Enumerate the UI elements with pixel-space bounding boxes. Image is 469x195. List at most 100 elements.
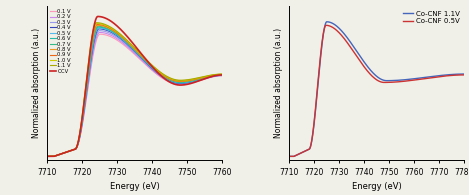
- 0.3 V: [219, 74, 225, 77]
- 0.7 V: [95, 25, 101, 27]
- 1.0 V: [44, 155, 50, 158]
- 0.9 V: [161, 74, 167, 77]
- 1.1 V: [89, 35, 95, 37]
- Line: 0.9 V: 0.9 V: [47, 24, 222, 156]
- 0.3 V: [124, 43, 129, 46]
- Line: 1.1 V: 1.1 V: [47, 23, 222, 156]
- Co-CNF 1.1V: [418, 77, 424, 79]
- 1.0 V: [148, 63, 153, 65]
- 0.6 V: [44, 155, 50, 158]
- 0.5 V: [96, 27, 101, 29]
- 1.1 V: [219, 73, 225, 75]
- 0.4 V: [219, 74, 225, 76]
- 0.8 V: [148, 64, 153, 66]
- 0.6 V: [176, 81, 182, 84]
- Line: 0.7 V: 0.7 V: [47, 26, 222, 156]
- 1.0 V: [176, 80, 182, 82]
- 0.8 V: [219, 73, 225, 76]
- 1.0 V: [161, 74, 167, 76]
- 0.6 V: [124, 41, 129, 44]
- 0.1 V: [89, 60, 95, 63]
- 0.4 V: [148, 66, 153, 68]
- 1.0 V: [89, 38, 95, 40]
- OCV: [75, 142, 81, 144]
- 1.0 V: [124, 39, 129, 41]
- 0.5 V: [89, 49, 95, 52]
- 0.9 V: [124, 40, 129, 42]
- 0.5 V: [44, 155, 50, 158]
- 1.0 V: [75, 142, 81, 144]
- Co-CNF 1.1V: [403, 78, 409, 81]
- OCV: [161, 77, 167, 80]
- Line: 1.0 V: 1.0 V: [47, 24, 222, 156]
- 0.1 V: [148, 68, 153, 70]
- 0.5 V: [124, 42, 129, 44]
- 0.1 V: [219, 75, 225, 77]
- 0.6 V: [148, 65, 153, 67]
- 0.2 V: [89, 58, 95, 60]
- 1.1 V: [75, 141, 81, 144]
- Line: 0.1 V: 0.1 V: [47, 34, 222, 156]
- Co-CNF 0.5V: [366, 71, 371, 74]
- Line: 0.2 V: 0.2 V: [47, 32, 222, 156]
- 0.4 V: [96, 28, 102, 30]
- Legend: Co-CNF 1.1V, Co-CNF 0.5V: Co-CNF 1.1V, Co-CNF 0.5V: [401, 9, 461, 26]
- Line: 0.5 V: 0.5 V: [47, 28, 222, 156]
- X-axis label: Energy (eV): Energy (eV): [110, 182, 159, 191]
- 0.2 V: [148, 67, 153, 70]
- 0.2 V: [176, 83, 182, 85]
- 0.5 V: [176, 82, 182, 84]
- 0.7 V: [148, 64, 153, 67]
- OCV: [44, 155, 50, 158]
- Co-CNF 0.5V: [390, 81, 395, 83]
- 0.7 V: [75, 142, 81, 145]
- 0.8 V: [161, 75, 167, 77]
- 0.9 V: [219, 73, 225, 75]
- 0.1 V: [44, 155, 50, 158]
- 0.1 V: [161, 78, 167, 81]
- 0.9 V: [176, 80, 182, 82]
- Co-CNF 1.1V: [324, 21, 330, 23]
- 1.1 V: [148, 63, 153, 65]
- 0.8 V: [89, 42, 95, 45]
- 1.1 V: [176, 79, 182, 81]
- 0.6 V: [161, 76, 167, 78]
- 0.9 V: [148, 63, 153, 66]
- Co-CNF 0.5V: [403, 80, 409, 82]
- Line: OCV: OCV: [47, 16, 222, 156]
- 0.4 V: [161, 77, 167, 79]
- Co-CNF 0.5V: [418, 78, 424, 80]
- 0.6 V: [95, 26, 101, 28]
- Line: 0.8 V: 0.8 V: [47, 25, 222, 156]
- Line: 0.3 V: 0.3 V: [47, 31, 222, 156]
- 0.3 V: [89, 55, 95, 57]
- OCV: [148, 64, 153, 66]
- 0.2 V: [97, 31, 102, 34]
- 0.5 V: [219, 74, 225, 76]
- 0.1 V: [97, 33, 103, 35]
- 0.2 V: [124, 45, 129, 47]
- 0.4 V: [89, 52, 95, 54]
- 0.4 V: [44, 155, 50, 158]
- OCV: [219, 74, 225, 76]
- 0.2 V: [44, 155, 50, 158]
- 0.1 V: [75, 144, 81, 146]
- 0.2 V: [161, 78, 167, 80]
- 0.8 V: [124, 40, 129, 43]
- OCV: [176, 84, 182, 86]
- 0.2 V: [75, 143, 81, 146]
- Co-CNF 0.5V: [286, 155, 292, 158]
- Y-axis label: Normalized absorption (a.u.): Normalized absorption (a.u.): [32, 28, 41, 138]
- 0.5 V: [161, 76, 167, 79]
- 0.5 V: [75, 143, 81, 145]
- Line: Co-CNF 1.1V: Co-CNF 1.1V: [289, 22, 464, 156]
- 0.6 V: [219, 74, 225, 76]
- 1.0 V: [94, 22, 99, 25]
- 0.3 V: [161, 77, 167, 80]
- 0.4 V: [124, 42, 129, 45]
- 1.1 V: [161, 74, 167, 76]
- 0.1 V: [124, 46, 129, 48]
- 0.7 V: [124, 41, 129, 43]
- 0.3 V: [97, 29, 102, 32]
- 0.8 V: [95, 24, 100, 27]
